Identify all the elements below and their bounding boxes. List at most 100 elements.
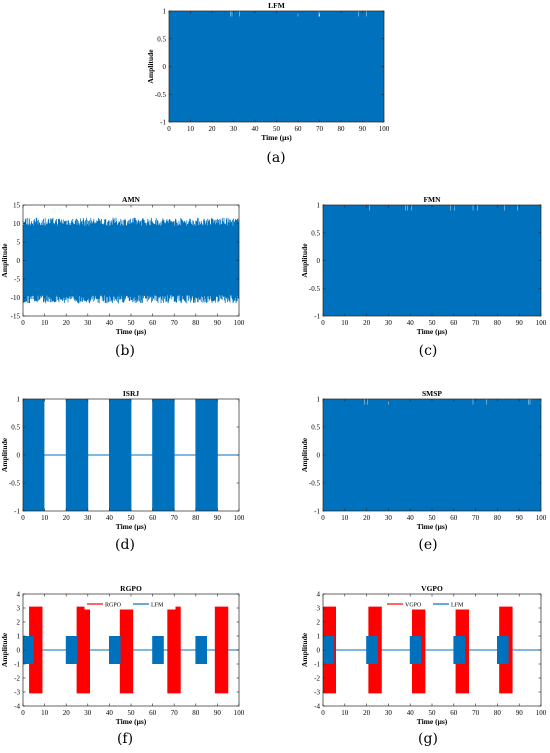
y-tick-label: -1	[314, 508, 320, 516]
chart-title: FMN	[423, 195, 441, 204]
y-tick-label: -5	[14, 276, 20, 284]
chart-title: LFM	[268, 1, 285, 10]
y-tick-label: -1	[14, 661, 20, 669]
chart-title: AMN	[122, 195, 140, 204]
y-tick-label: -1	[14, 508, 20, 516]
y-tick-label: -3	[14, 689, 20, 697]
x-tick-label: 20	[63, 319, 71, 327]
x-tick-label: 20	[63, 514, 71, 522]
x-tick-label: 70	[472, 709, 480, 717]
x-tick-label: 80	[494, 709, 502, 717]
chart-vgpo: 0 10 20 30 40 50 60 70 80 90 100 -4 -3 -2 -1 0 1 2 3 4 VGPO T…	[300, 584, 547, 726]
x-tick-label: 10	[41, 319, 49, 327]
x-tick-label: 60	[450, 514, 458, 522]
y-tick-label: 15	[13, 202, 21, 210]
y-tick-label: 0	[17, 452, 21, 460]
y-tick-label: -0.5	[9, 480, 21, 488]
x-tick-label: 70	[171, 514, 179, 522]
x-tick-label: 70	[472, 319, 480, 327]
x-tick-label: 0	[321, 709, 325, 717]
y-tick-label: 1	[163, 8, 167, 16]
data-series	[23, 399, 239, 511]
x-tick-label: 60	[450, 709, 458, 717]
x-tick-label: 100	[234, 514, 245, 522]
y-tick-label: -0.5	[155, 91, 167, 99]
y-tick-label: 0.5	[157, 35, 166, 43]
x-tick-label: 60	[450, 319, 458, 327]
y-tick-label: -0.5	[309, 285, 321, 293]
y-tick-label: 1	[17, 396, 21, 404]
x-tick-label: 40	[106, 709, 114, 717]
x-tick-label: 0	[321, 319, 325, 327]
x-tick-label: 50	[429, 514, 437, 522]
x-tick-label: 0	[321, 514, 325, 522]
caption-e: (e)	[418, 537, 438, 553]
y-tick-label: 0	[17, 257, 21, 265]
x-tick-label: 20	[63, 709, 71, 717]
y-tick-label: 2	[17, 619, 21, 627]
data-series	[323, 205, 541, 316]
x-tick-label: 0	[21, 514, 25, 522]
x-tick-label: 20	[363, 709, 371, 717]
y-tick-label: 0	[317, 257, 321, 265]
y-axis-label: Amplitude	[300, 243, 309, 278]
chart-isrj: 0 10 20 30 40 50 60 70 80 90 100 -1 -0.5 0 0.5 1 ISRJ Tim…	[0, 389, 245, 531]
y-tick-label: 5	[17, 239, 21, 247]
y-tick-label: -3	[314, 689, 320, 697]
x-axis-label: Time (μs)	[116, 522, 147, 531]
y-tick-label: 0	[317, 647, 321, 655]
x-tick-label: 60	[295, 125, 303, 133]
x-tick-label: 90	[214, 709, 222, 717]
x-tick-label: 30	[84, 319, 92, 327]
x-tick-label: 30	[84, 709, 92, 717]
x-tick-label: 70	[171, 319, 179, 327]
legend-label-lfm: LFM	[151, 603, 164, 609]
y-axis-label: Amplitude	[0, 243, 9, 278]
y-tick-label: 0.5	[311, 229, 320, 237]
y-tick-label: -10	[11, 294, 21, 302]
caption-b: (b)	[115, 343, 135, 359]
x-axis-label: Time (μs)	[417, 522, 448, 531]
x-tick-label: 50	[429, 319, 437, 327]
x-tick-label: 10	[341, 709, 349, 717]
y-tick-label: -0.5	[309, 480, 321, 488]
chart-title: SMSP	[422, 389, 442, 398]
x-tick-label: 30	[385, 514, 393, 522]
x-tick-label: 40	[407, 709, 415, 717]
y-tick-label: 0.5	[311, 424, 320, 432]
x-tick-label: 60	[149, 514, 157, 522]
legend-label-lfm: LFM	[451, 603, 464, 609]
x-tick-label: 100	[536, 319, 547, 327]
x-tick-label: 50	[128, 319, 136, 327]
x-tick-label: 90	[359, 125, 367, 133]
x-tick-label: 10	[341, 514, 349, 522]
x-tick-label: 90	[516, 709, 524, 717]
y-tick-label: 0.5	[11, 424, 20, 432]
x-axis-label: Time (μs)	[116, 717, 147, 726]
chart-lfm: 0 10 20 30 40 50 60 70 80 90 100 -1 -0.5 0 0.5 1 LFM Time…	[146, 1, 390, 142]
y-tick-label: 10	[13, 220, 21, 228]
x-tick-label: 30	[385, 319, 393, 327]
y-tick-label: 2	[317, 619, 321, 627]
data-series	[169, 11, 384, 122]
y-axis-label: Amplitude	[300, 437, 309, 472]
y-tick-label: -1	[160, 119, 166, 127]
x-tick-label: 50	[128, 514, 136, 522]
data-series	[23, 217, 239, 304]
x-tick-label: 100	[234, 319, 245, 327]
legend-label-rgpo: RGPO	[105, 603, 122, 609]
y-tick-label: 1	[17, 633, 21, 641]
x-tick-label: 10	[41, 709, 49, 717]
y-tick-label: -1	[314, 661, 320, 669]
x-axis-label: Time (μs)	[417, 717, 448, 726]
y-tick-label: -4	[314, 703, 320, 711]
legend-label-vgpo: VGPO	[405, 603, 422, 609]
x-tick-label: 60	[149, 709, 157, 717]
x-tick-label: 100	[536, 514, 547, 522]
x-axis-label: Time (μs)	[417, 327, 448, 336]
y-tick-label: 1	[317, 202, 321, 210]
y-tick-label: 4	[317, 591, 321, 599]
caption-a: (a)	[266, 150, 286, 166]
x-tick-label: 90	[214, 514, 222, 522]
